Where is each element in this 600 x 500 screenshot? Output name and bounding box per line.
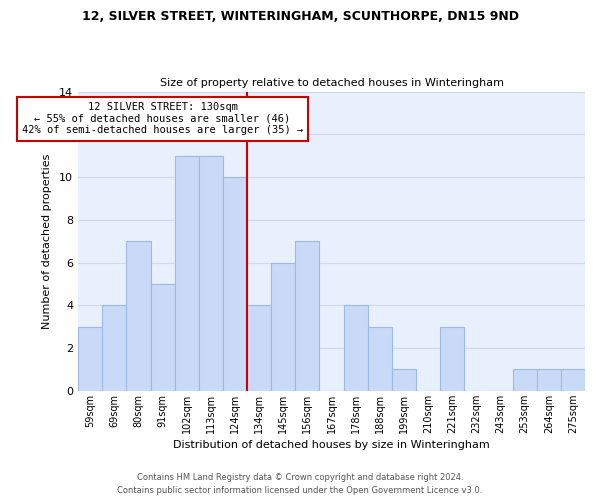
X-axis label: Distribution of detached houses by size in Winteringham: Distribution of detached houses by size …: [173, 440, 490, 450]
Title: Size of property relative to detached houses in Winteringham: Size of property relative to detached ho…: [160, 78, 503, 88]
Bar: [151, 284, 175, 391]
Text: 12 SILVER STREET: 130sqm
← 55% of detached houses are smaller (46)
42% of semi-d: 12 SILVER STREET: 130sqm ← 55% of detach…: [22, 102, 303, 136]
Text: 12, SILVER STREET, WINTERINGHAM, SCUNTHORPE, DN15 9ND: 12, SILVER STREET, WINTERINGHAM, SCUNTHO…: [82, 10, 518, 23]
Text: Contains HM Land Registry data © Crown copyright and database right 2024.
Contai: Contains HM Land Registry data © Crown c…: [118, 474, 482, 495]
Bar: [247, 306, 271, 391]
Bar: [175, 156, 199, 391]
Bar: [223, 177, 247, 391]
Bar: [440, 326, 464, 391]
Bar: [271, 262, 295, 391]
Bar: [368, 326, 392, 391]
Bar: [127, 241, 151, 391]
Y-axis label: Number of detached properties: Number of detached properties: [42, 154, 52, 329]
Bar: [512, 370, 537, 391]
Bar: [344, 306, 368, 391]
Bar: [78, 326, 102, 391]
Bar: [295, 241, 319, 391]
Bar: [392, 370, 416, 391]
Bar: [537, 370, 561, 391]
Bar: [102, 306, 127, 391]
Bar: [561, 370, 585, 391]
Bar: [199, 156, 223, 391]
